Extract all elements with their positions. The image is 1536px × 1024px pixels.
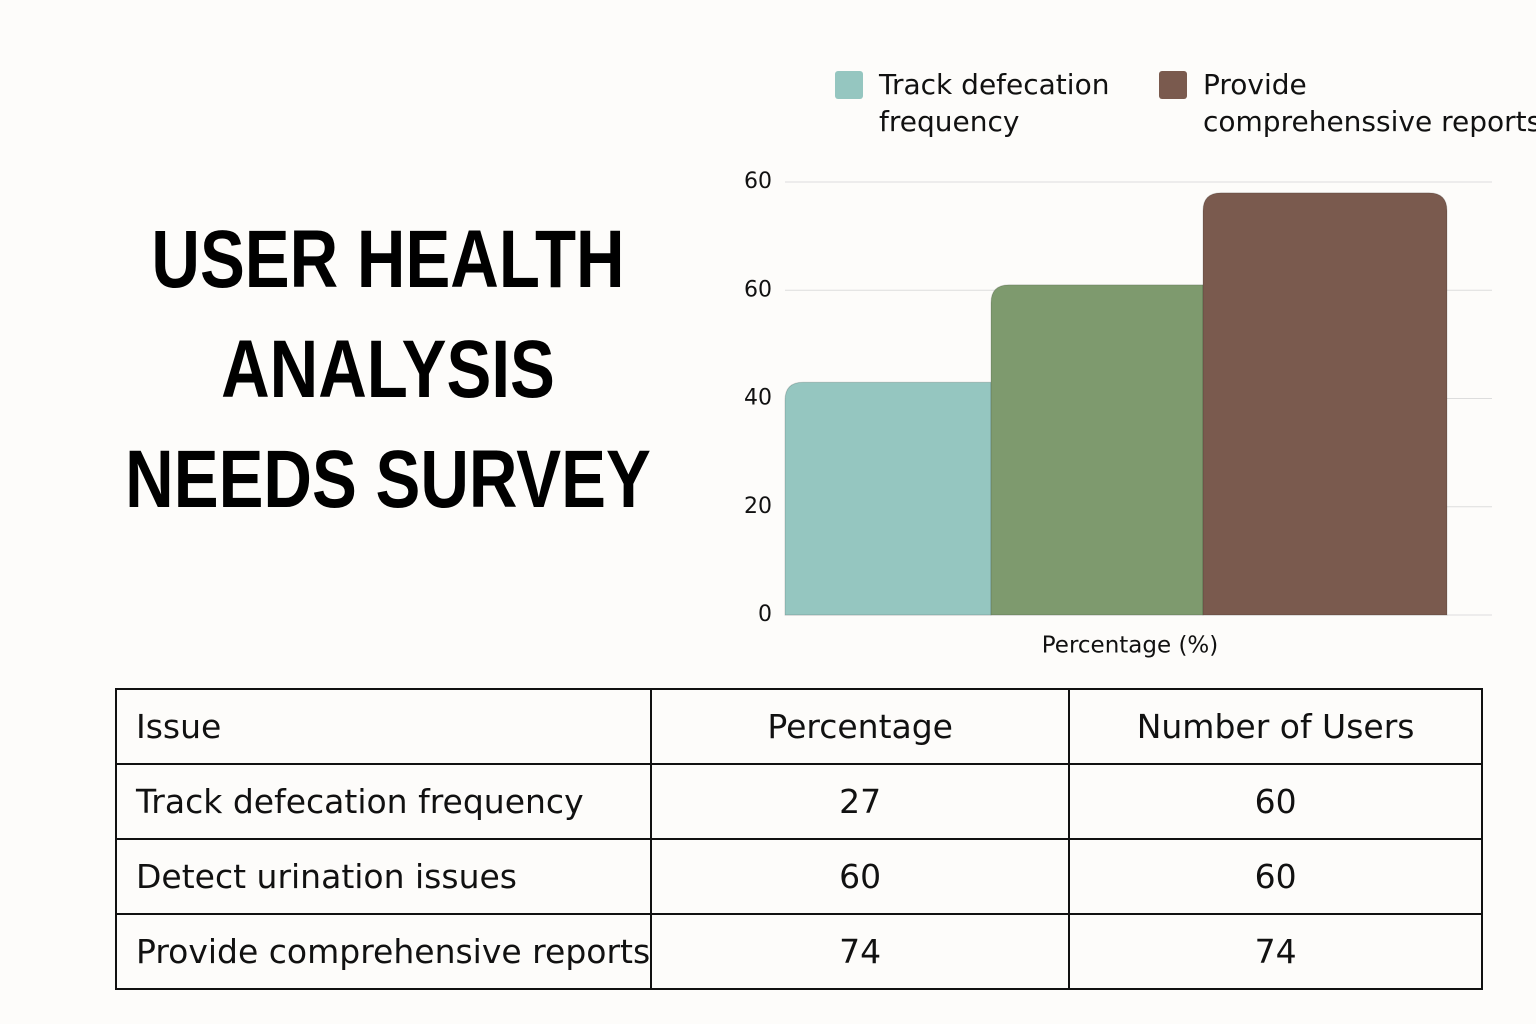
title-line: ANALYSIS [221,324,555,415]
legend-line: comprehenssive reports [1203,105,1536,138]
table-row: Detect urination issues 60 60 [114,838,1483,915]
y-tick-label: 60 [744,277,772,302]
data-table: Issue Percentage Number of Users Track defe… [114,688,1483,990]
table-row: Issue Percentage Number of Users [114,688,1483,765]
y-tick-label: 60 [744,169,772,194]
legend-line: frequency [879,105,1019,138]
bar [784,381,992,616]
bar [1202,192,1448,616]
chart: 0 20 40 60 60 Percentage (%) Track defecation f… [744,68,1536,659]
table-cell: Issue [114,688,653,765]
table-cell: Provide comprehensive reports [114,913,653,990]
table-cell: 74 [1068,913,1483,990]
table-cell: 60 [1068,838,1483,915]
y-tick-label: 0 [758,602,772,627]
table-cell: 74 [650,913,1071,990]
title-line: USER HEALTH [151,214,625,305]
table-cell: Percentage [650,688,1071,765]
table-cell: Track defecation frequency [114,763,653,840]
title-line: NEEDS SURVEY [125,434,651,525]
table-cell: 27 [650,763,1071,840]
table-row: Provide comprehensive reports 74 74 [114,913,1483,990]
y-tick-label: 20 [744,494,772,519]
table-cell: 60 [650,838,1071,915]
bar [990,284,1204,616]
legend-label: Track defecation frequency [878,68,1109,138]
table-cell: Detect urination issues [114,838,653,915]
x-axis-label: Percentage (%) [1042,633,1219,659]
table-row: Track defecation frequency 27 60 [114,763,1483,840]
title: USER HEALTH ANALYSIS NEEDS SURVEY [103,205,674,535]
table-cell: Number of Users [1068,688,1483,765]
legend-line: Provide [1203,68,1307,101]
y-tick-label: 40 [744,386,772,411]
legend-swatch [1159,71,1187,99]
legend-line: Track defecation [878,68,1109,101]
legend-label: Provide comprehenssive reports [1203,68,1536,138]
legend-swatch [835,71,863,99]
table-cell: 60 [1068,763,1483,840]
